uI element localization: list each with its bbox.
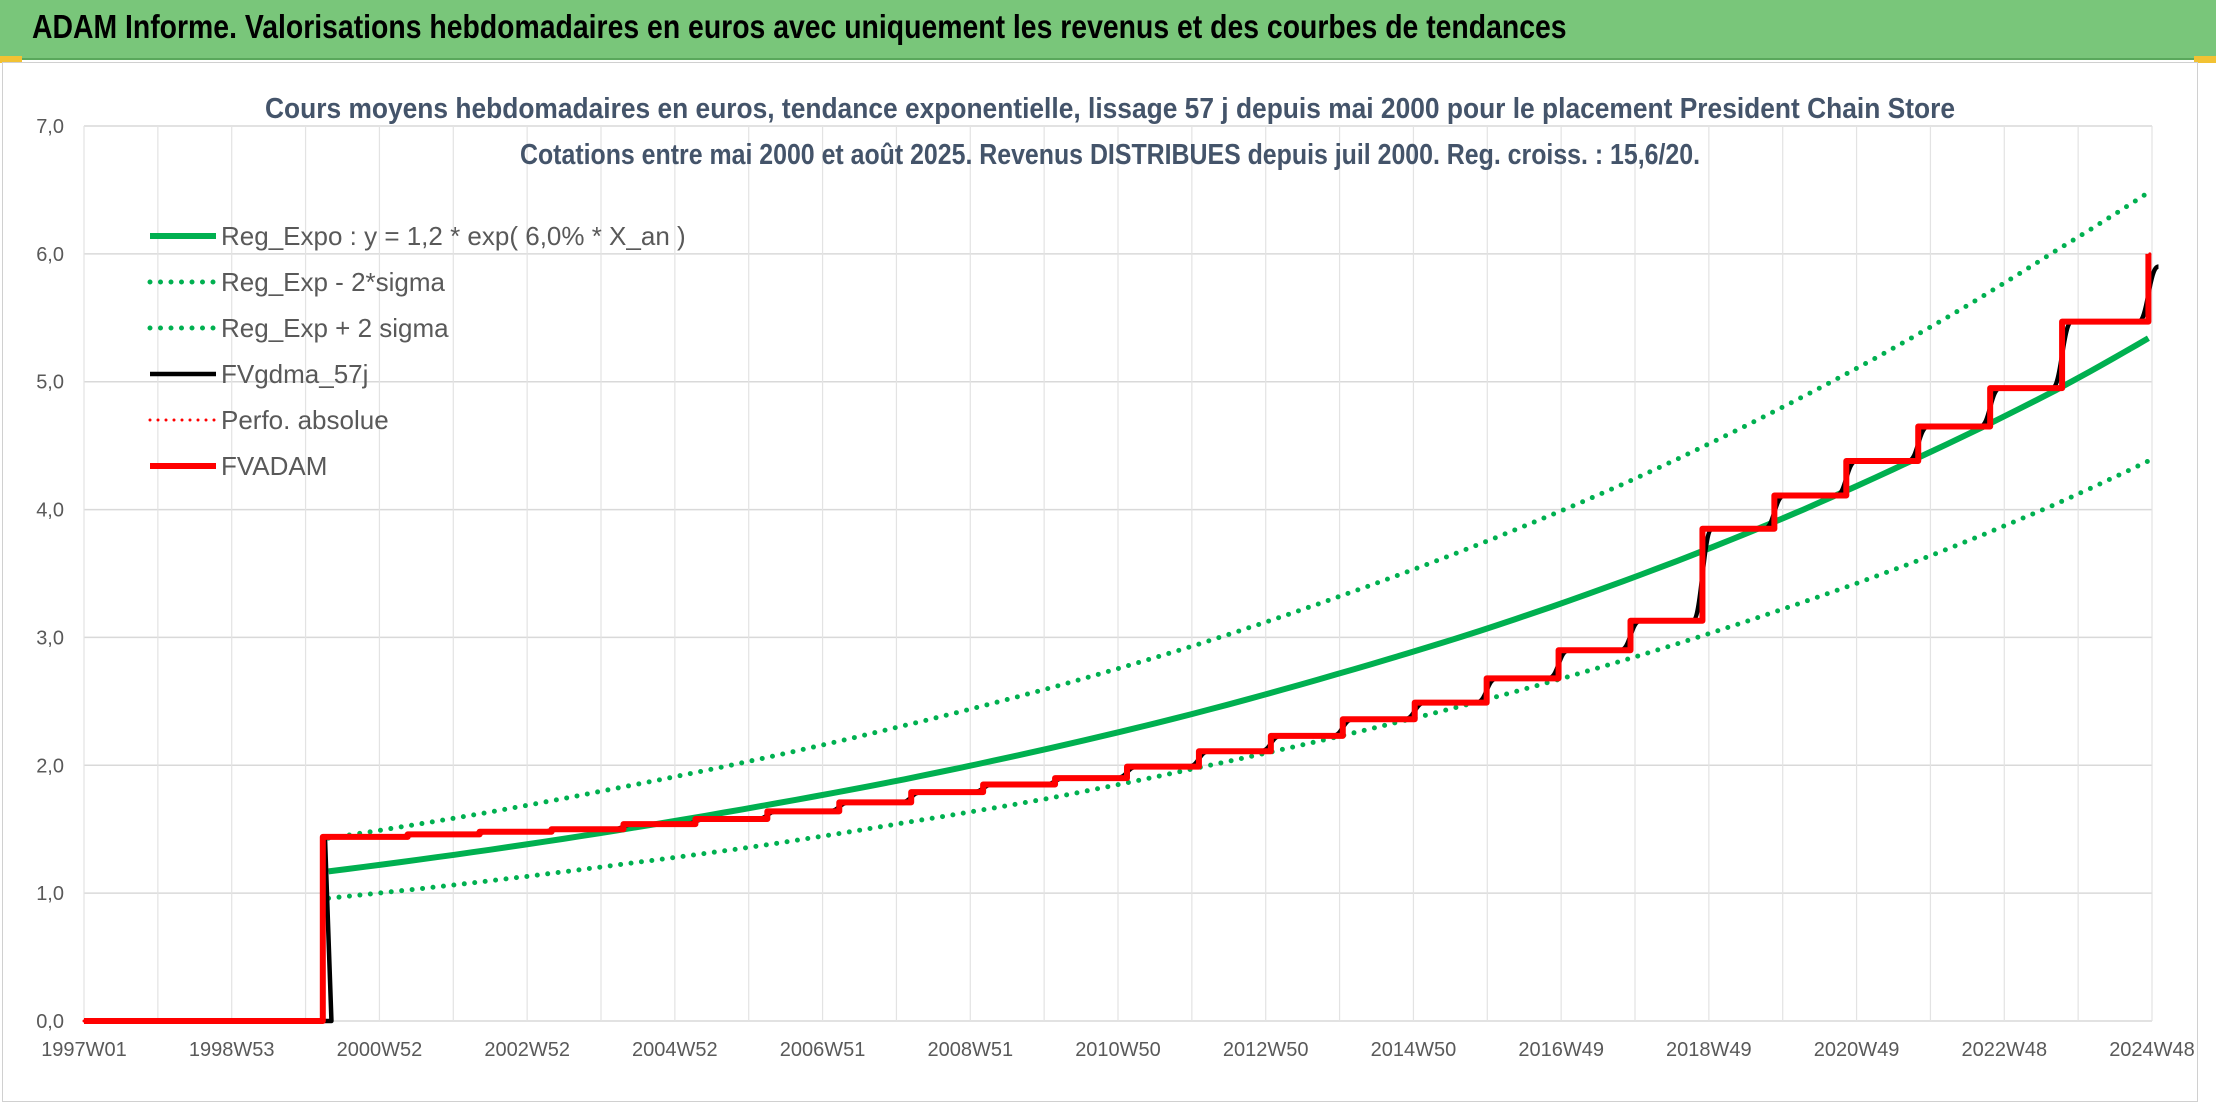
x-tick-label: 1998W53 (189, 1039, 275, 1061)
x-tick-label: 2002W52 (484, 1039, 570, 1061)
x-tick-label: 2020W49 (1814, 1039, 1900, 1061)
legend-label: Reg_Expo : y = 1,2 * exp( 6,0% * X_an ) (221, 221, 686, 251)
x-tick-label: 2008W51 (927, 1039, 1013, 1061)
x-tick-label: 2004W52 (632, 1039, 718, 1061)
chart-subtitle: Cotations entre mai 2000 et août 2025. R… (520, 139, 1700, 171)
series-line (84, 264, 2160, 1024)
x-tick-label: 2012W50 (1223, 1039, 1309, 1061)
legend-label: Reg_Exp - 2*sigma (221, 267, 446, 297)
x-tick-label: 2010W50 (1075, 1039, 1161, 1061)
page-title: ADAM Informe. Valorisations hebdomadaire… (32, 8, 1567, 45)
x-tick-label: 2000W52 (337, 1039, 423, 1061)
y-tick-label: 5,0 (36, 372, 64, 394)
corner-mark-left (0, 56, 22, 63)
x-tick-label: 1997W01 (41, 1039, 127, 1061)
series-lines (82, 190, 2160, 1024)
grid (83, 125, 2153, 1022)
y-tick-label: 3,0 (36, 627, 64, 649)
y-axis-ticks: 0,0 1,0 2,0 3,0 4,0 5,0 6,0 7,0 (36, 116, 64, 1033)
chart-title: Cours moyens hebdomadaires en euros, ten… (265, 93, 1955, 125)
y-tick-label: 7,0 (36, 116, 64, 138)
legend-label: FVgdma_57j (221, 359, 368, 389)
y-tick-label: 4,0 (36, 500, 64, 522)
y-tick-label: 0,0 (36, 1011, 64, 1033)
chart-area (2, 62, 2198, 1102)
x-axis-ticks: 1997W01 1998W53 2000W52 2002W52 2004W52 2006W… (41, 1039, 2195, 1061)
series-line (84, 253, 2152, 1024)
series-line (326, 190, 2151, 841)
header-banner: ADAM Informe. Valorisations hebdomadaire… (0, 0, 2216, 60)
legend-label: Reg_Exp + 2 sigma (221, 313, 449, 343)
legend-label: FVADAM (221, 451, 327, 481)
x-tick-label: 2014W50 (1371, 1039, 1457, 1061)
x-tick-label: 2018W49 (1666, 1039, 1752, 1061)
legend: Reg_Expo : y = 1,2 * exp( 6,0% * X_an ) R… (147, 221, 686, 481)
legend-label: Perfo. absolue (221, 405, 389, 435)
x-tick-label: 2022W48 (1961, 1039, 2047, 1061)
corner-mark-right (2194, 56, 2216, 63)
x-tick-label: 2016W49 (1518, 1039, 1604, 1061)
x-tick-label: 2024W48 (2109, 1039, 2195, 1061)
y-tick-label: 6,0 (36, 244, 64, 266)
y-tick-label: 1,0 (36, 883, 64, 905)
y-tick-label: 2,0 (36, 755, 64, 777)
x-tick-label: 2006W51 (780, 1039, 866, 1061)
